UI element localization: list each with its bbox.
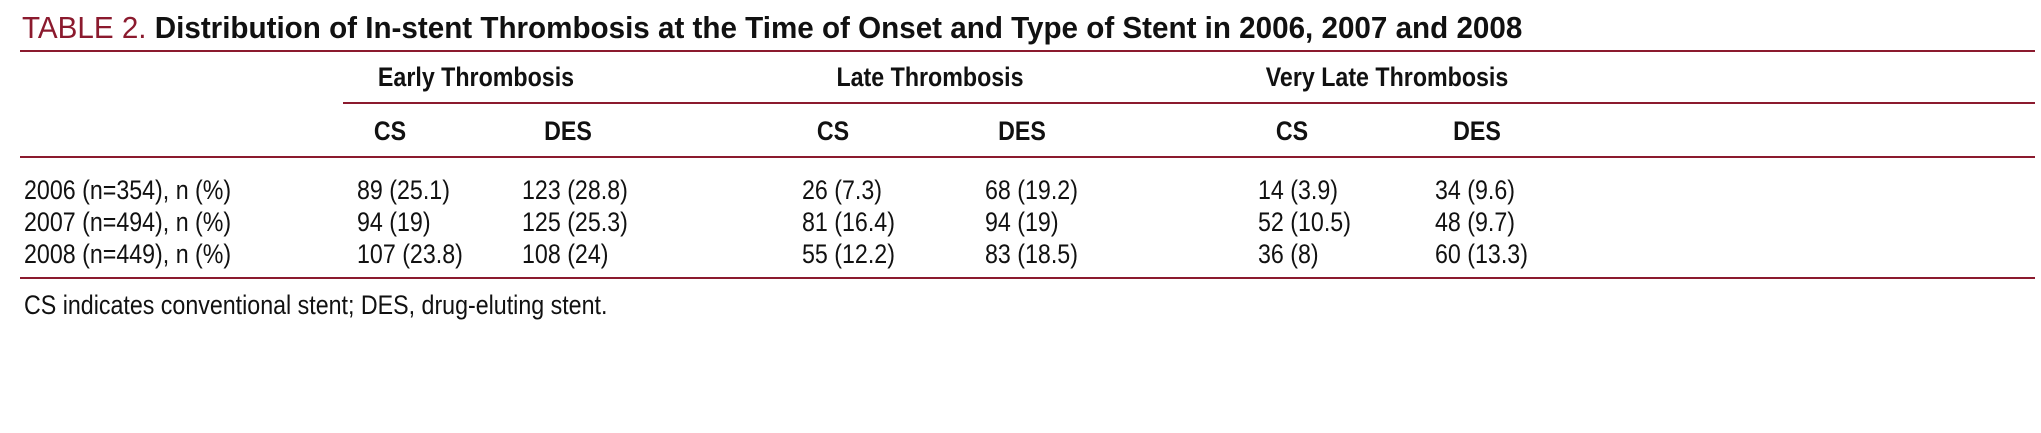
footnote: CS indicates conventional stent; DES, dr… (24, 290, 608, 320)
cell: 60 (13.3) (1435, 239, 1528, 269)
table-title: TABLE 2. Distribution of In-stent Thromb… (22, 12, 1522, 44)
group-header: Early Thrombosis (377, 62, 575, 92)
cell: 108 (24) (522, 239, 609, 269)
cell: 89 (25.1) (357, 175, 450, 205)
cell: 48 (9.7) (1435, 207, 1516, 237)
cell: 52 (10.5) (1258, 207, 1351, 237)
table-label: TABLE 2. (22, 10, 147, 45)
rule (20, 277, 2035, 279)
cell: 36 (8) (1258, 239, 1319, 269)
cell: 83 (18.5) (985, 239, 1078, 269)
group-header: Late Thrombosis (836, 62, 1024, 92)
cell: 26 (7.3) (802, 175, 883, 205)
cell: 125 (25.3) (522, 207, 628, 237)
column-header: CS (1275, 116, 1309, 146)
column-header: DES (544, 116, 592, 146)
cell: 94 (19) (985, 207, 1059, 237)
cell: 14 (3.9) (1258, 175, 1339, 205)
row-label: 2006 (n=354), n (%) (24, 175, 232, 205)
rule (20, 50, 2035, 52)
cell: 34 (9.6) (1435, 175, 1516, 205)
cell: 107 (23.8) (357, 239, 463, 269)
cell: 94 (19) (357, 207, 431, 237)
column-header: DES (1453, 116, 1501, 146)
row-label: 2007 (n=494), n (%) (24, 207, 232, 237)
cell: 68 (19.2) (985, 175, 1078, 205)
row-label: 2008 (n=449), n (%) (24, 239, 232, 269)
column-header: CS (373, 116, 407, 146)
column-header: CS (816, 116, 850, 146)
rule (20, 156, 2035, 158)
title-text: Distribution of In-stent Thrombosis at t… (154, 10, 1523, 45)
cell: 55 (12.2) (802, 239, 895, 269)
rule (343, 102, 2035, 104)
cell: 81 (16.4) (802, 207, 895, 237)
column-header: DES (998, 116, 1046, 146)
group-header: Very Late Thrombosis (1265, 62, 1509, 92)
cell: 123 (28.8) (522, 175, 628, 205)
